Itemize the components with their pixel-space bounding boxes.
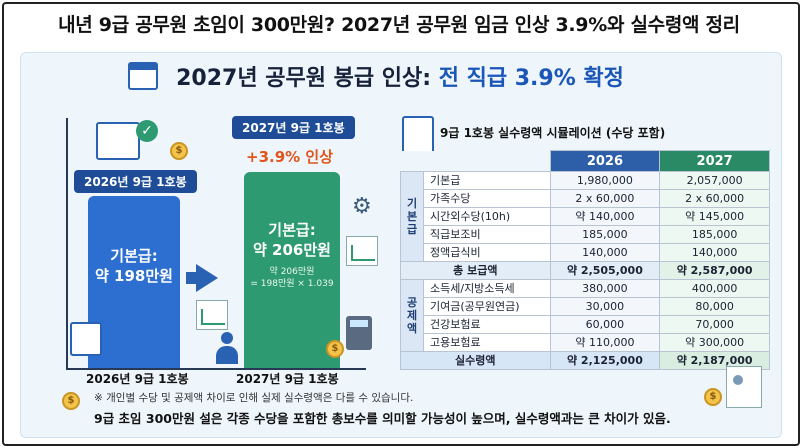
- summary-note: 9급 초임 300만원 설은 각종 수당을 포함한 총보수를 의미할 가능성이 …: [94, 411, 671, 426]
- salary-table: 2026 2027 기본급 기본급 1,980,000 2,057,000 가족…: [400, 150, 770, 370]
- row-2026: 380,000: [549, 279, 661, 298]
- bar-2026-label1: 기본급:: [110, 247, 158, 265]
- coin-icon-2: $: [704, 388, 722, 406]
- table-row: 시간외수당(10h) 약 140,000 약 145,000: [401, 207, 770, 226]
- row-2027: 약 145,000: [659, 207, 770, 226]
- page-title: 내년 9급 공무원 초임이 300만원? 2027년 공무원 임금 인상 3.9…: [58, 14, 740, 36]
- row-2026: 1,980,000: [549, 171, 661, 190]
- table-row: 직급보조비 185,000 185,000: [401, 225, 770, 244]
- bar-2027: 기본급: 약 206만원 약 206만원 = 198만원 × 1.039: [244, 172, 340, 368]
- row-2026: 140,000: [549, 243, 661, 262]
- chart-doc-icon-2: [196, 300, 228, 330]
- label-2027-pill: 2027년 9급 1호봉: [232, 116, 355, 139]
- row-item: 소득세/지방소득세: [423, 279, 551, 298]
- headline-main: 2027년 공무원 봉급 인상:: [176, 66, 432, 91]
- net-label: 실수령액: [400, 351, 551, 370]
- right-arrow-icon: [196, 264, 218, 292]
- chart-y-axis: [66, 118, 68, 370]
- total-label: 총 보급액: [400, 261, 551, 280]
- group-base: 기본급: [400, 171, 424, 262]
- calculator-icon: [346, 316, 372, 350]
- row-item: 정액급식비: [423, 243, 551, 262]
- row-2026: 약 140,000: [549, 207, 661, 226]
- row-item: 가족수당: [423, 189, 551, 208]
- net-2026: 약 2,125,000: [549, 351, 661, 370]
- net-row: 실수령액 약 2,125,000 약 2,187,000: [400, 351, 770, 370]
- bar-2027-label1: 기본급:: [268, 221, 316, 239]
- table-row: 정액급식비 140,000 140,000: [401, 243, 770, 262]
- table-row: 기본급 기본급 1,980,000 2,057,000: [400, 171, 770, 262]
- headline: 2027년 공무원 봉급 인상: 전 직급 3.9% 확정: [0, 60, 800, 92]
- rise-percent: +3.9% 인상: [246, 148, 333, 166]
- row-item: 직급보조비: [423, 225, 551, 244]
- row-item: 기여금(공무원연금): [423, 297, 551, 316]
- row-2027: 70,000: [659, 315, 770, 334]
- x-label-2026: 2026년 9급 1호봉: [86, 372, 189, 386]
- documents-icon: [726, 366, 762, 408]
- row-2027: 80,000: [659, 297, 770, 316]
- chart-doc-icon: [346, 236, 378, 266]
- table-title: 9급 1호봉 실수령액 시뮬레이션 (수당 포함): [440, 126, 666, 140]
- row-item: 건강보험료: [423, 315, 551, 334]
- table-row: 기여금(공무원연금) 30,000 80,000: [401, 297, 770, 316]
- total-row: 총 보급액 약 2,505,000 약 2,587,000: [400, 261, 770, 280]
- table-row: 건강보험료 60,000 70,000: [401, 315, 770, 334]
- label-2026-pill: 2026년 9급 1호봉: [74, 170, 197, 193]
- bar-2026: 기본급: 약 198만원: [88, 196, 180, 368]
- person-icon: [216, 332, 238, 364]
- coin-icon-3: $: [62, 392, 80, 410]
- net-2027: 약 2,187,000: [659, 351, 770, 370]
- row-2027: 140,000: [659, 243, 770, 262]
- row-item: 기본급: [423, 171, 551, 190]
- table-row: 가족수당 2 x 60,000 2 x 60,000: [401, 189, 770, 208]
- table-row: 고용보험료 약 110,000 약 300,000: [401, 333, 770, 352]
- row-item: 고용보험료: [423, 333, 551, 352]
- row-2027: 2,057,000: [659, 171, 770, 190]
- top-banner: 내년 9급 공무원 초임이 300만원? 2027년 공무원 임금 인상 3.9…: [6, 6, 792, 42]
- arrow-shaft: [186, 272, 198, 284]
- bar-2026-label2: 약 198만원: [95, 267, 173, 285]
- row-item: 시간외수당(10h): [423, 207, 551, 226]
- row-2026: 2 x 60,000: [549, 189, 661, 208]
- calendar-icon: [128, 62, 158, 90]
- bar-2027-label2: 약 206만원: [253, 241, 331, 259]
- col-2026: 2026: [549, 150, 661, 172]
- row-2026: 60,000: [549, 315, 661, 334]
- row-2027: 2 x 60,000: [659, 189, 770, 208]
- row-2026: 약 110,000: [549, 333, 661, 352]
- table-header-row: 2026 2027: [400, 150, 770, 172]
- calendar-money-icon: [96, 122, 140, 160]
- chart-doc-icon-3: [402, 116, 434, 154]
- gear-icon: ⚙: [352, 194, 372, 219]
- check-icon: ✓: [136, 120, 158, 142]
- hand-coin-icon: $: [56, 392, 82, 414]
- coin-icon: $: [170, 142, 188, 160]
- row-2027: 400,000: [659, 279, 770, 298]
- chart-x-axis: [66, 368, 366, 370]
- total-2026: 약 2,505,000: [549, 261, 661, 280]
- row-2026: 185,000: [549, 225, 661, 244]
- coin-stack-icon: $: [326, 340, 344, 358]
- table-row: 공제액 소득세/지방소득세 380,000 400,000: [400, 279, 770, 352]
- calendar-icon-2: [70, 322, 102, 356]
- bar-2027-sub2: = 198만원 × 1.039: [250, 279, 334, 289]
- headline-highlight: 전 직급 3.9% 확정: [438, 66, 624, 91]
- bar-2027-sub1: 약 206만원: [269, 267, 315, 277]
- col-2027: 2027: [659, 150, 770, 172]
- row-2026: 30,000: [549, 297, 661, 316]
- row-2027: 약 300,000: [659, 333, 770, 352]
- x-label-2027: 2027년 9급 1호봉: [236, 372, 339, 386]
- row-2027: 185,000: [659, 225, 770, 244]
- group-deduct: 공제액: [400, 279, 424, 352]
- total-2027: 약 2,587,000: [659, 261, 770, 280]
- disclaimer-note: ※ 개인별 수당 및 공제액 차이로 인해 실제 실수령액은 다를 수 있습니다…: [94, 392, 414, 404]
